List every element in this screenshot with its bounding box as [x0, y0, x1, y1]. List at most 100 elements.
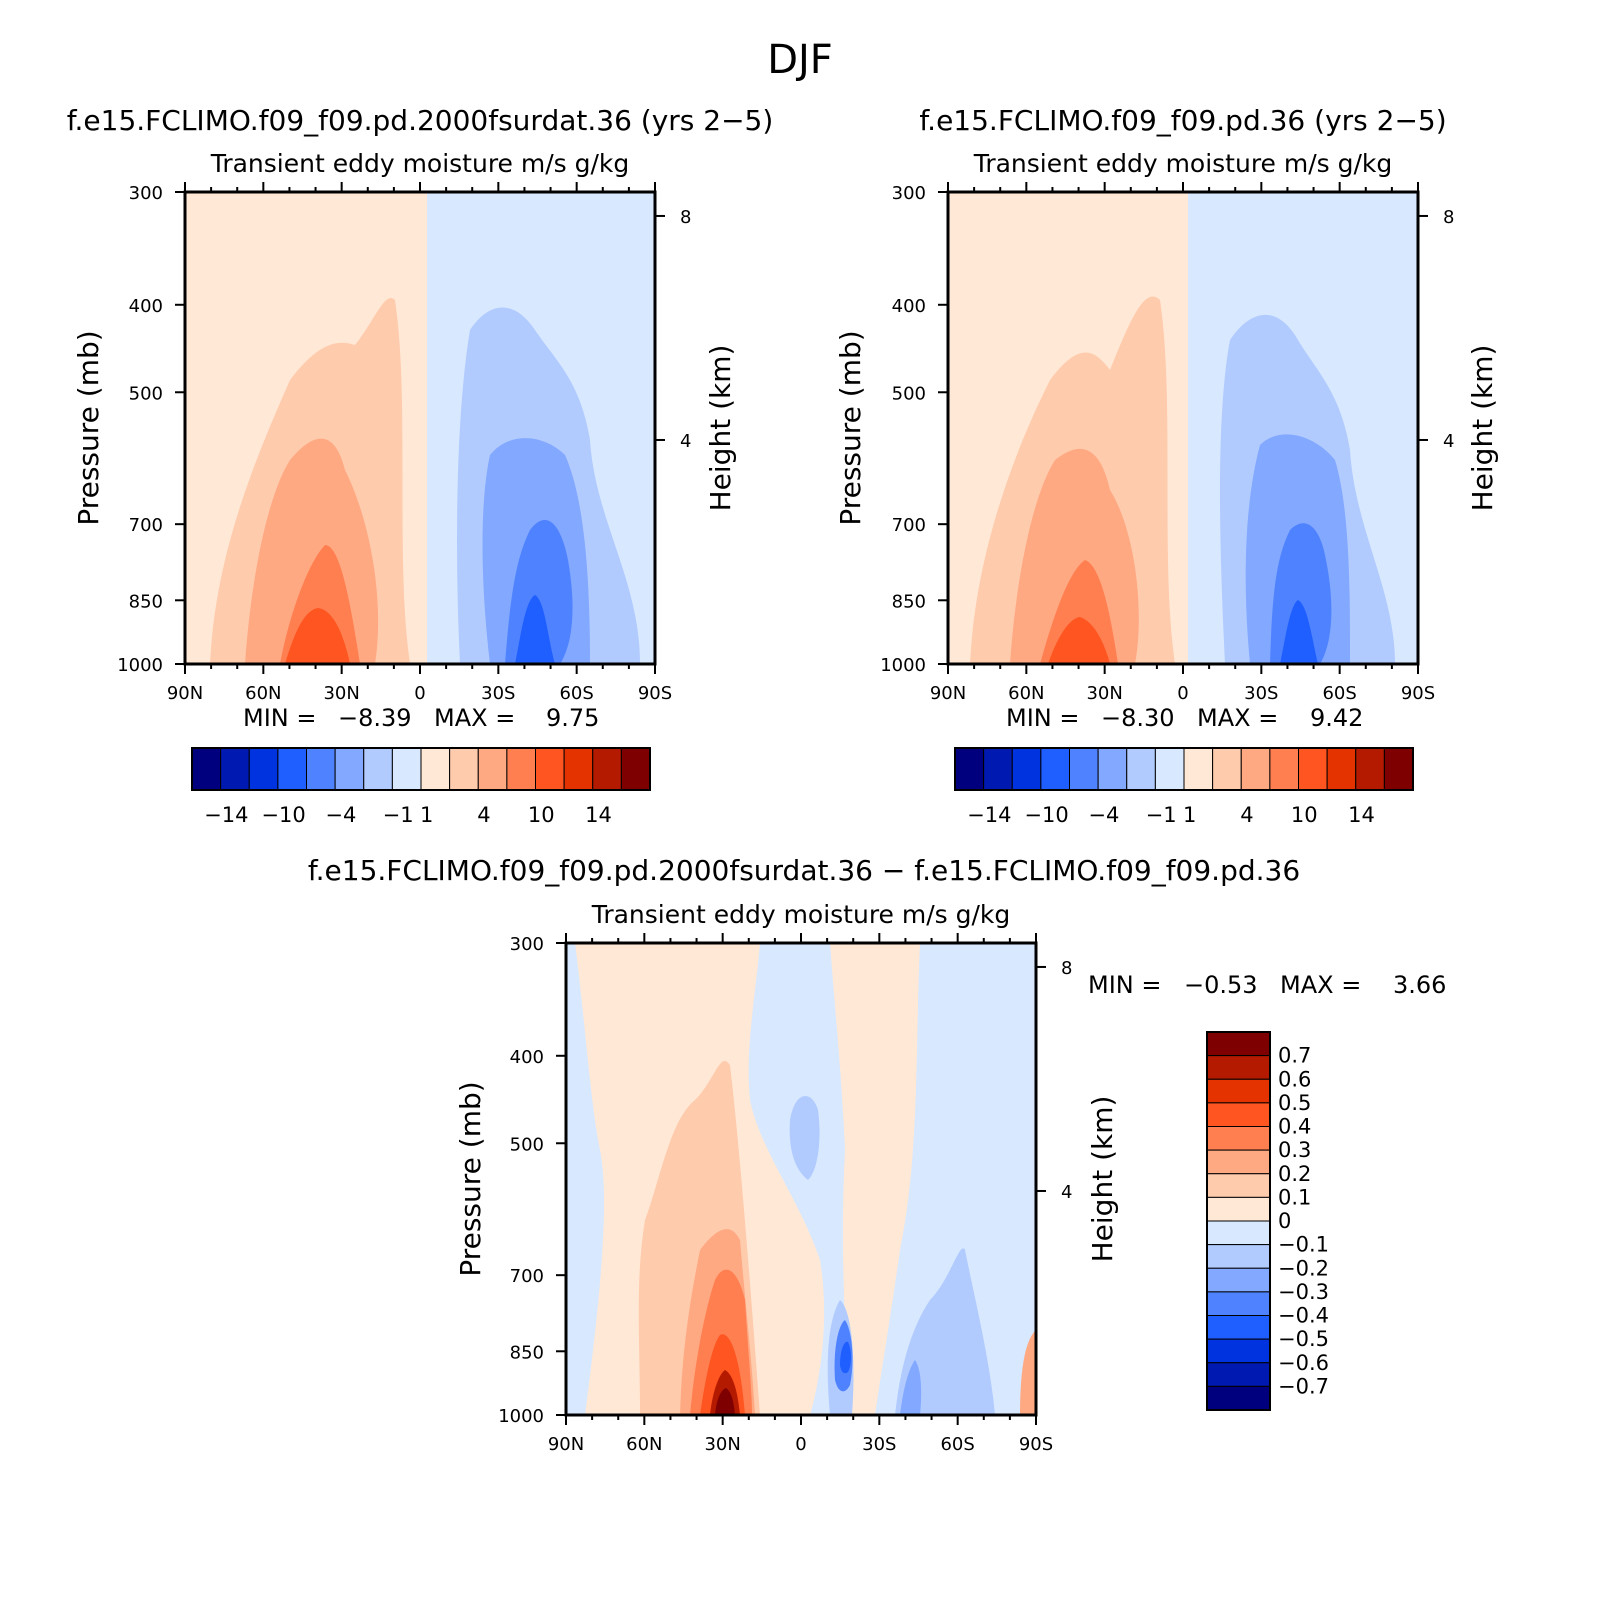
x-tick-label: 60S — [559, 683, 593, 704]
colorbar-swatch — [1269, 747, 1299, 791]
colorbar-label: −10 — [261, 803, 305, 827]
colorbar-swatch — [391, 747, 422, 791]
colorbar-swatch — [563, 747, 594, 791]
colorbar-swatch — [1097, 747, 1128, 791]
panel-b-ticks: 90N 60N 30N 0 30S 60S 90S 300 400 500 700 850 1000 8 4 — [880, 182, 1454, 704]
y-right-tick-label: 4 — [680, 431, 691, 452]
panel-diff-min-label: MIN = — [1088, 971, 1161, 999]
x-tick-label: 30N — [1086, 683, 1122, 704]
panel-diff-pos-level1-b — [830, 943, 920, 1415]
colorbar-swatch — [1240, 747, 1271, 791]
colorbar-swatch — [248, 747, 279, 791]
x-tick-label: 30N — [704, 1434, 740, 1455]
colorbar-swatch — [620, 747, 651, 791]
colorbar-swatch — [1206, 1244, 1271, 1269]
colorbar-label: −10 — [1024, 803, 1068, 827]
panel-a-min-value: −8.39 — [338, 704, 412, 732]
panel-b-neg-level3 — [1270, 523, 1332, 664]
panel-diff-neg-level1-c — [895, 1248, 995, 1415]
colorbar-swatch — [592, 747, 622, 791]
x-tick-label: 30S — [862, 1434, 896, 1455]
panel-a-max-value: 9.75 — [546, 704, 599, 732]
panel-a-subtitle: Transient eddy moisture m/s g/kg — [210, 149, 630, 178]
panel-a-title: f.e15.FCLIMO.f09_f09.pd.2000fsurdat.36 (… — [67, 104, 774, 137]
colorbar-swatch — [1206, 1031, 1271, 1057]
colorbar-swatch — [1206, 1267, 1271, 1293]
y-tick-label: 400 — [510, 1047, 544, 1068]
panel-diff-ylabel-right: Height (km) — [1086, 1096, 1119, 1263]
colorbar-label: −0.2 — [1278, 1256, 1329, 1280]
colorbar-swatch — [983, 747, 1013, 791]
y-tick-label: 1000 — [880, 655, 926, 676]
colorbar-label: 1 — [420, 803, 433, 827]
panel-diff-pos-level7 — [715, 1388, 735, 1415]
y-tick-label: 500 — [892, 383, 926, 404]
panel-a-neg-level3 — [505, 520, 573, 664]
colorbar-swatch — [1383, 747, 1414, 791]
panel-a-contours — [185, 192, 655, 664]
colorbar-label: 0.6 — [1278, 1067, 1311, 1091]
panel-diff-neg-level3 — [840, 1341, 851, 1374]
panel-diff-pos-level1-c — [1020, 1330, 1036, 1415]
colorbar-swatch — [1206, 1126, 1271, 1151]
y-tick-label: 850 — [510, 1342, 544, 1363]
colorbar-swatch — [1298, 747, 1328, 791]
colorbar-swatch — [449, 747, 479, 791]
colorbar-label: −0.3 — [1278, 1280, 1329, 1304]
y-right-tick-label: 4 — [1443, 431, 1454, 452]
x-tick-label: 90S — [1401, 683, 1435, 704]
colorbar-swatch — [1206, 1102, 1271, 1127]
colorbar-swatch — [334, 747, 365, 791]
colorbar-swatch — [1206, 1220, 1271, 1246]
colorbar-label: −4 — [325, 803, 356, 827]
y-right-tick-label: 8 — [1443, 207, 1454, 228]
panel-diff-ylabel: Pressure (mb) — [454, 1081, 487, 1276]
x-tick-label: 60N — [1008, 683, 1044, 704]
x-tick-label: 60S — [1322, 683, 1356, 704]
panel-a-pos-level4 — [285, 608, 350, 664]
colorbar-swatch — [1206, 1315, 1271, 1340]
colorbar-swatch — [1154, 747, 1185, 791]
x-tick-label: 60N — [626, 1434, 662, 1455]
colorbar-swatch — [1206, 1338, 1271, 1364]
colorbar-swatch — [191, 747, 222, 791]
panel-diff-neg-level2-b — [900, 1360, 922, 1415]
colorbar-swatch — [1206, 1196, 1271, 1222]
panel-diff-title: f.e15.FCLIMO.f09_f09.pd.2000fsurdat.36 −… — [308, 854, 1300, 887]
colorbar-label: 0.1 — [1278, 1185, 1311, 1209]
colorbar-frame — [191, 747, 651, 791]
colorbar-frame — [954, 747, 1414, 791]
y-tick-label: 300 — [510, 934, 544, 955]
y-tick-label: 500 — [510, 1134, 544, 1155]
colorbar-label: −14 — [204, 803, 248, 827]
x-tick-label: 90S — [638, 683, 672, 704]
panel-diff-ticks: 90N 60N 30N 0 30S 60S 90S 300 400 500 700 850 1000 8 4 — [498, 933, 1072, 1455]
colorbar-label: 0.5 — [1278, 1091, 1311, 1115]
panel-diff: f.e15.FCLIMO.f09_f09.pd.2000fsurdat.36 −… — [308, 854, 1447, 1455]
colorbar-label: −0.7 — [1278, 1374, 1329, 1398]
colorbar-label: −0.4 — [1278, 1304, 1329, 1328]
y-right-tick-label: 8 — [680, 207, 691, 228]
panel-diff-subtitle: Transient eddy moisture m/s g/kg — [591, 900, 1011, 929]
y-tick-label: 700 — [510, 1266, 544, 1287]
panel-b-max-label: MAX = — [1197, 704, 1278, 732]
x-tick-label: 60N — [245, 683, 281, 704]
y-tick-label: 300 — [892, 183, 926, 204]
y-tick-label: 1000 — [498, 1406, 544, 1427]
y-tick-label: 500 — [129, 383, 163, 404]
x-tick-label: 0 — [414, 683, 425, 704]
y-tick-label: 700 — [129, 515, 163, 536]
y-tick-label: 700 — [892, 515, 926, 536]
colorbar-swatch — [363, 747, 393, 791]
colorbar-label: −0.1 — [1278, 1233, 1329, 1257]
colorbar-label: 0.7 — [1278, 1044, 1311, 1068]
panel-a-colorbar: −14 −10 −4 −1 1 4 10 14 — [191, 747, 651, 827]
y-tick-label: 1000 — [117, 655, 163, 676]
x-tick-label: 30S — [481, 683, 515, 704]
colorbar-frame — [1206, 1031, 1271, 1411]
colorbar-label: 4 — [1240, 803, 1253, 827]
colorbar-label: 0.3 — [1278, 1138, 1311, 1162]
colorbar-label: −1 — [383, 803, 414, 827]
colorbar-label: −0.6 — [1278, 1351, 1329, 1375]
